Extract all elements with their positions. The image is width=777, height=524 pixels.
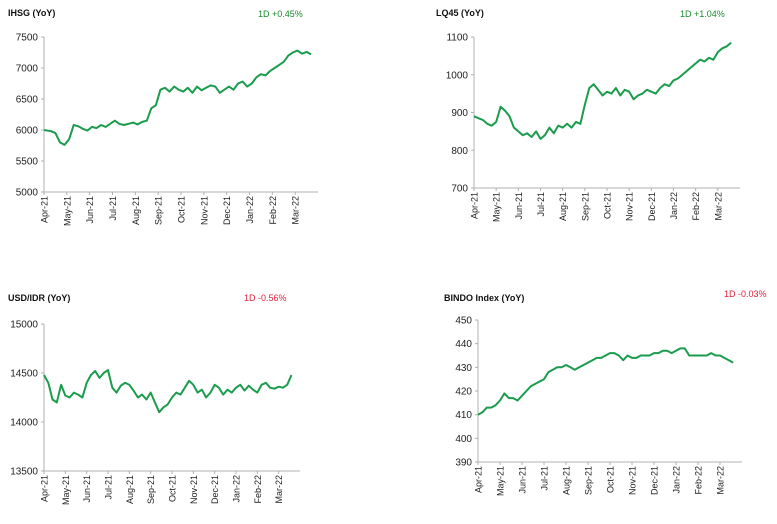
y-tick-label: 900 <box>451 108 468 119</box>
x-tick-label: Sep-21 <box>580 192 590 221</box>
x-tick-label: Jan-22 <box>245 196 255 224</box>
x-tick-label: Jan-22 <box>232 475 242 503</box>
series-line <box>43 369 293 414</box>
y-tick-label: 15000 <box>10 320 38 331</box>
chart-panel-ihsg: IHSG (YoY) 1D +0.45% 5000 5500 6000 6500 700… <box>0 0 388 262</box>
x-tick-label: Sep-21 <box>584 466 594 495</box>
x-tick-label: May-21 <box>62 196 72 226</box>
x-tick-label: Apr-21 <box>40 475 50 502</box>
chart-title: IHSG (YoY) <box>8 8 56 18</box>
chart-bindo: 390 400 410 420 430 440 450 Apr-21 May-21 Jun-21 J… <box>455 316 742 496</box>
daily-change-label: 1D -0.03% <box>724 289 767 299</box>
x-tick-label: Oct-21 <box>177 196 187 223</box>
x-tick-label: Aug-21 <box>562 466 572 495</box>
y-tick-label: 13500 <box>10 467 38 478</box>
x-tick-label: Oct-21 <box>606 466 616 493</box>
x-tick-label: Jan-22 <box>672 466 682 494</box>
x-tick-label: Dec-21 <box>647 192 657 221</box>
x-tick-label: Jul-21 <box>104 475 114 500</box>
y-tick-label: 410 <box>455 410 472 421</box>
x-tick-label: Mar-22 <box>291 196 301 225</box>
x-tick-label: Aug-21 <box>558 192 568 221</box>
x-tick-label: Feb-22 <box>253 475 263 504</box>
x-tick-label: Sep-21 <box>154 196 164 225</box>
x-tick-label: Apr-21 <box>470 192 480 219</box>
x-tick-label: Jul-21 <box>108 196 118 221</box>
x-tick-label: Apr-21 <box>40 196 50 223</box>
y-tick-label: 800 <box>451 146 468 157</box>
x-tick-label: May-21 <box>496 466 506 496</box>
x-tick-label: Oct-21 <box>168 475 178 502</box>
chart-title: USD/IDR (YoY) <box>8 293 71 303</box>
x-tick-label: Feb-22 <box>694 466 704 495</box>
x-tick-label: Feb-22 <box>268 196 278 225</box>
x-tick-label: Nov-21 <box>199 196 209 225</box>
x-tick-label: Aug-21 <box>125 475 135 504</box>
chart-title: LQ45 (YoY) <box>436 8 484 18</box>
x-tick-label: May-21 <box>492 192 502 222</box>
x-tick-label: Dec-21 <box>210 475 220 504</box>
x-tick-label: Mar-22 <box>713 192 723 221</box>
series-line <box>473 41 732 140</box>
x-tick-label: Nov-21 <box>625 192 635 221</box>
chart-ihsg: 5000 5500 6000 6500 7000 7500 Apr-21 May-21 Jun-… <box>16 33 318 226</box>
y-tick-label: 14500 <box>10 369 38 380</box>
series-line <box>43 49 312 146</box>
y-tick-label: 700 <box>451 184 468 195</box>
x-tick-label: Jun-21 <box>82 475 92 503</box>
x-tick-label: Jul-21 <box>536 192 546 217</box>
daily-change-label: 1D +1.04% <box>680 9 725 19</box>
x-tick-label: Jul-21 <box>540 466 550 491</box>
chart-panel-usdidr: USD/IDR (YoY) 1D -0.56% 13500 14000 14500 1… <box>0 262 388 524</box>
y-tick-label: 440 <box>455 339 472 350</box>
x-tick-label: May-21 <box>61 475 71 505</box>
x-tick-label: Dec-21 <box>650 466 660 495</box>
y-tick-label: 14000 <box>10 418 38 429</box>
y-tick-label: 7500 <box>16 33 39 44</box>
x-tick-label: Jun-21 <box>514 192 524 220</box>
y-tick-label: 450 <box>455 316 472 327</box>
x-tick-label: Apr-21 <box>474 466 484 493</box>
y-tick-label: 1100 <box>446 33 468 44</box>
chart-title: BINDO Index (YoY) <box>444 293 525 303</box>
y-tick-label: 7000 <box>16 64 39 75</box>
x-tick-label: Oct-21 <box>603 192 613 219</box>
y-tick-label: 5500 <box>16 157 39 168</box>
chart-panel-bindo: BINDO Index (YoY) 1D -0.03% 390 400 410 420… <box>388 262 777 524</box>
y-tick-label: 400 <box>455 434 472 445</box>
series-line <box>477 347 734 416</box>
x-tick-label: Dec-21 <box>222 196 232 225</box>
y-tick-label: 390 <box>455 458 472 469</box>
y-tick-label: 6000 <box>16 126 39 137</box>
daily-change-label: 1D +0.45% <box>258 9 303 19</box>
chart-panel-lq45: LQ45 (YoY) 1D +1.04% 700 800 900 1000 1100 Ap… <box>388 0 777 262</box>
chart-usdidr: 13500 14000 14500 15000 Apr-21 May-21 Jun-21 Ju… <box>10 320 300 505</box>
y-tick-label: 420 <box>455 387 472 398</box>
x-tick-label: Jun-21 <box>85 196 95 224</box>
x-tick-label: Jan-22 <box>669 192 679 220</box>
x-tick-label: Nov-21 <box>189 475 199 504</box>
chart-lq45: 700 800 900 1000 1100 Apr-21 May-21 Jun-21 Jul-2… <box>446 33 740 222</box>
x-tick-label: Sep-21 <box>146 475 156 504</box>
y-tick-label: 430 <box>455 363 472 374</box>
x-tick-label: Jun-21 <box>518 466 528 494</box>
x-tick-label: Mar-22 <box>274 475 284 504</box>
x-tick-label: Nov-21 <box>628 466 638 495</box>
daily-change-label: 1D -0.56% <box>244 293 287 303</box>
y-tick-label: 1000 <box>446 70 469 81</box>
x-tick-label: Feb-22 <box>691 192 701 221</box>
y-tick-label: 6500 <box>16 95 39 106</box>
x-tick-label: Mar-22 <box>716 466 726 495</box>
y-tick-label: 5000 <box>16 188 39 199</box>
x-tick-label: Aug-21 <box>131 196 141 225</box>
